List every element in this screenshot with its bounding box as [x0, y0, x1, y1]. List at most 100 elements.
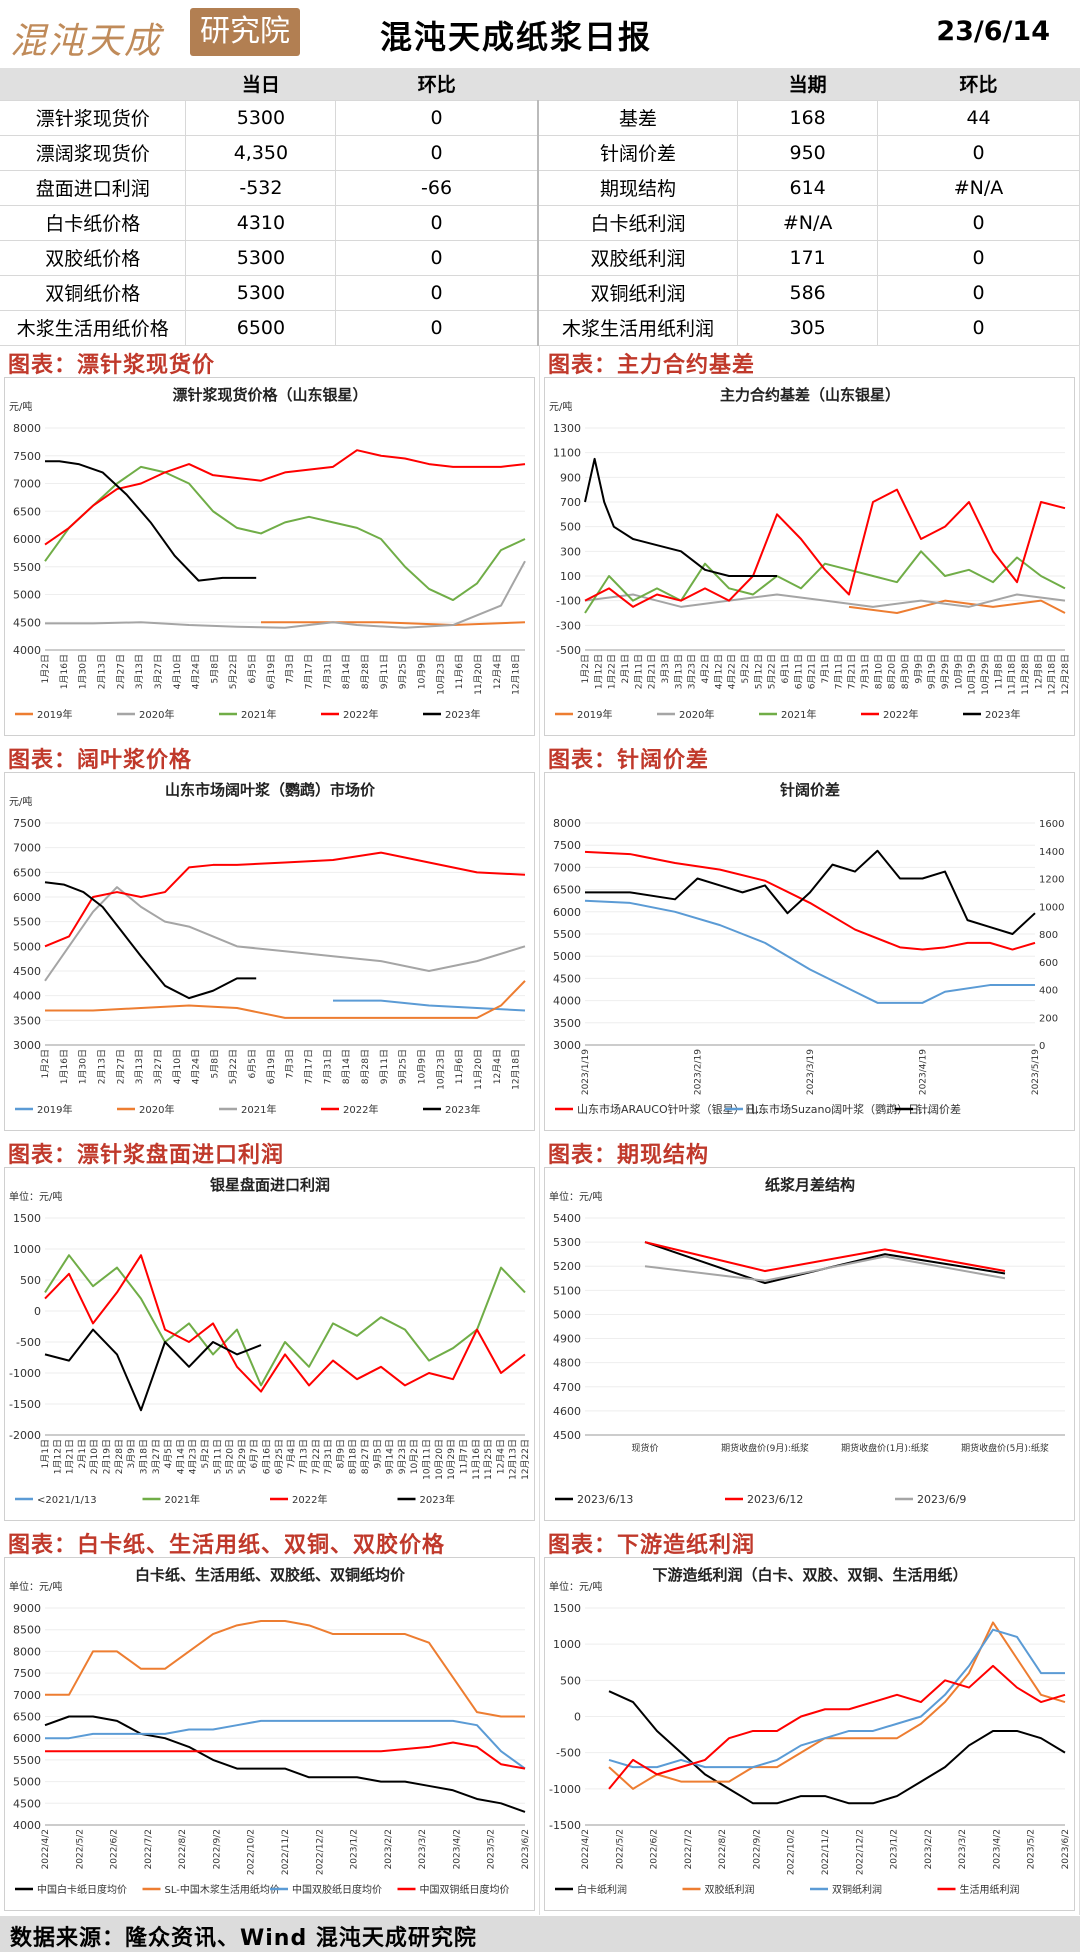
x-tick-label: 12月28日 [1060, 654, 1071, 695]
x-tick-group: 2023/1/19 [581, 1049, 591, 1095]
x-tick-label: 3月27日 [153, 1049, 164, 1084]
chart-title: 主力合约基差（山东银星） [720, 386, 900, 404]
series-line [584, 488, 1066, 608]
y-tick-label: 7000 [13, 842, 41, 855]
legend-label: 2019年 [37, 708, 72, 721]
x-tick-group: 7月31日 [323, 1439, 334, 1474]
table-cell: 0 [335, 275, 539, 311]
x-tick-group: 3月13日 [673, 654, 684, 689]
x-tick-group: 2022/8/2 [718, 1829, 728, 1869]
x-tick-group: 4月5日 [163, 1439, 174, 1468]
x-tick-label: 8月28日 [360, 1049, 371, 1084]
x-tick-group: 2022/9/2 [212, 1829, 222, 1869]
y-tick-label: -1500 [549, 1819, 581, 1832]
x-tick-label: 5月2日 [740, 654, 751, 683]
series-line [608, 1621, 1066, 1790]
x-tick-group: 6月19日 [266, 1049, 277, 1084]
x-tick-group: 6月25日 [274, 1439, 285, 1474]
x-tick-group: 4月12日 [713, 654, 724, 689]
x-tick-label: 1月16日 [59, 1049, 70, 1084]
x-tick-group: 1月22日 [607, 654, 618, 689]
x-tick-label: 9月5日 [372, 1439, 383, 1468]
x-tick-group: 2023/4/2 [992, 1829, 1002, 1869]
x-tick-label: 2023/1/19 [581, 1049, 591, 1095]
x-tick-label: 9月25日 [398, 654, 409, 689]
x-tick-group: 3月13日 [134, 1049, 145, 1084]
x-tick-group: 2023/4/19 [919, 1049, 929, 1095]
x-tick-group: 7月3日 [285, 1049, 296, 1078]
x-tick-group: 5月12日 [753, 654, 764, 689]
x-tick-group: 2月11日 [633, 654, 644, 689]
x-tick-label: 3月23日 [687, 654, 698, 689]
x-tick-label: 10月9日 [416, 654, 427, 689]
x-tick-group: 7月17日 [304, 1049, 315, 1084]
x-tick-label: 2月1日 [77, 1439, 88, 1468]
series-line [44, 1254, 526, 1393]
chart-title: 银星盘面进口利润 [210, 1176, 330, 1194]
legend-label: 双胶纸利润 [705, 1883, 755, 1896]
logo-seal: 研究院 [190, 8, 300, 56]
x-tick-label: 2月13日 [96, 654, 107, 689]
x-tick-label: 7月4日 [286, 1439, 297, 1468]
column-header: 当期 [737, 68, 878, 101]
x-tick-group: 8月27日 [360, 1439, 371, 1474]
table-cell: 950 [737, 135, 879, 171]
y-tick-label: 100 [560, 570, 581, 583]
x-tick-group: 2023/5/19 [1031, 1049, 1041, 1095]
x-tick-label: 3月13日 [673, 654, 684, 689]
x-tick-group: 7月4日 [286, 1439, 297, 1468]
x-tick-group: 2023/1/2 [890, 1829, 900, 1869]
legend-label: 2022年 [343, 708, 378, 721]
series-line [261, 621, 526, 627]
x-tick-label: 11月16日 [471, 1439, 482, 1480]
x-tick-group: 4月22日 [727, 654, 738, 689]
legend-label: 双铜纸利润 [832, 1883, 882, 1896]
y2-tick-label: 800 [1039, 930, 1058, 941]
x-tick-group: 5月22日 [228, 1049, 239, 1084]
x-tick-group: 9月5日 [372, 1439, 383, 1468]
table-cell: 0 [335, 135, 539, 171]
x-tick-group: 5月22日 [767, 654, 778, 689]
series-line [584, 850, 1036, 951]
x-tick-label: 2022/9/2 [752, 1829, 762, 1869]
x-tick-label: 6月19日 [266, 1049, 277, 1084]
legend-label: 中国白卡纸日度均价 [37, 1883, 127, 1896]
y-tick-label: 3000 [13, 1039, 41, 1052]
x-tick-label: 5月29日 [237, 1439, 248, 1474]
series-line [45, 560, 526, 629]
x-tick-group: 1月12日 [52, 1439, 63, 1474]
x-tick-label: 10月11日 [422, 1439, 433, 1480]
x-tick-group: 10月29日 [980, 654, 991, 695]
y-tick-label: 1500 [553, 1602, 581, 1615]
x-tick-label: 5月8日 [209, 1049, 220, 1078]
x-tick-label: 12月13日 [508, 1439, 519, 1480]
x-tick-group: 2023/4/2 [452, 1829, 462, 1869]
x-tick-group: 6月5日 [247, 654, 258, 683]
x-tick-group: 10月19日 [967, 654, 978, 695]
x-tick-label: 11月6日 [454, 654, 465, 689]
y-tick-label: 1000 [553, 1638, 581, 1651]
x-tick-label: 2023/3/19 [806, 1049, 816, 1095]
x-tick-group: 7月21日 [847, 654, 858, 689]
x-tick-label: 12月18日 [511, 1049, 522, 1090]
x-tick-label: 2023/4/2 [992, 1829, 1002, 1869]
table-row: 漂针浆现货价 5300 0 基差 168 44 [0, 100, 1080, 136]
y-tick-label: 6500 [553, 884, 581, 897]
y-tick-label: 7000 [13, 478, 41, 491]
panel-hardwood: 图表：阔叶浆价格 山东市场阔叶浆（鹦鹉）市场价 元/吨 3000 3500 4000 45… [0, 740, 540, 1135]
x-tick-group: 12月4日 [492, 654, 503, 689]
x-tick-label: 11月25日 [483, 1439, 494, 1480]
x-tick-label: 3月13日 [134, 654, 145, 689]
x-tick-group: 9月11日 [379, 654, 390, 689]
x-tick-label: 4月22日 [727, 654, 738, 689]
table-cell: 5300 [185, 275, 337, 311]
x-tick-label: 7月31日 [323, 1439, 334, 1474]
x-tick-group: 12月18日 [1047, 654, 1058, 695]
x-tick-label: 2022/8/2 [718, 1829, 728, 1869]
legend-label: 2020年 [139, 1103, 174, 1116]
y-tick-label: 5500 [553, 928, 581, 941]
panel-title: 图表：期现结构 [548, 1142, 710, 1168]
x-tick-group: 11月6日 [454, 654, 465, 689]
panel-title: 图表：下游造纸利润 [548, 1532, 756, 1558]
table-row: 双胶纸价格 5300 0 双胶纸利润 171 0 [0, 240, 1080, 276]
